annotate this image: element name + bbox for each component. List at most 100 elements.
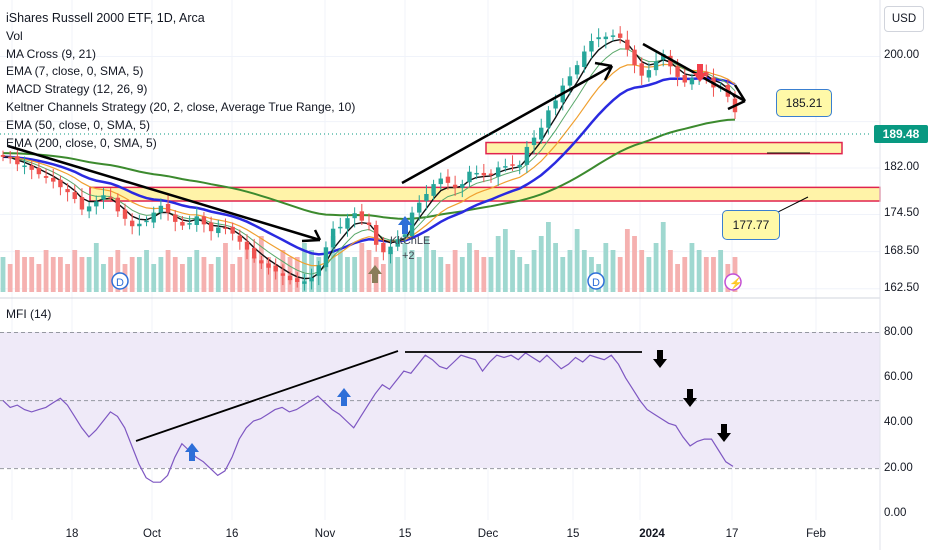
time-tick-label: Dec xyxy=(477,528,499,540)
candle-body xyxy=(36,167,42,175)
mfi-arrow-up-1 xyxy=(185,443,199,461)
candle-body xyxy=(266,263,271,268)
mfi-tick-label: 80.00 xyxy=(884,325,913,338)
volume-bar xyxy=(639,250,645,292)
legend-vol[interactable]: Vol xyxy=(6,28,23,43)
volume-bar xyxy=(136,257,142,292)
price-tick-label: 168.50 xyxy=(884,244,920,257)
zone-lower xyxy=(89,186,881,202)
candle-body xyxy=(287,275,293,281)
volume-bar xyxy=(668,250,673,292)
callout-upper: 185.21 xyxy=(776,89,832,117)
trendline-down-2-head xyxy=(733,84,747,102)
legend-ema-7[interactable]: EMA (7, close, 0, SMA, 5) xyxy=(6,64,144,79)
candle-body xyxy=(424,194,429,201)
candle-body xyxy=(137,223,142,227)
volume-bar xyxy=(223,243,228,292)
candle-body xyxy=(144,220,149,223)
volume-bar xyxy=(388,250,393,292)
volume-bar xyxy=(409,250,415,292)
candle-body xyxy=(7,156,13,159)
legend-ema-200[interactable]: EMA (200, close, 0, SMA, 5) xyxy=(6,135,157,150)
candle-body xyxy=(309,277,314,282)
volume-bar xyxy=(108,257,114,292)
candle-body xyxy=(668,55,673,67)
trendline-down-1 xyxy=(7,144,321,242)
candle-body xyxy=(86,206,92,212)
volume-bar xyxy=(215,257,221,292)
candle-body xyxy=(603,36,609,40)
volume-bar xyxy=(467,243,472,292)
candle-body xyxy=(495,167,501,177)
candle-body xyxy=(625,39,630,50)
volume-bar xyxy=(36,264,42,292)
time-tick-label: 17 xyxy=(725,528,739,540)
volume-bar xyxy=(172,257,178,292)
volume-bar xyxy=(653,243,659,292)
candle-body xyxy=(689,78,695,85)
volume-bar xyxy=(703,257,709,292)
candle-body xyxy=(352,213,357,219)
candle-body xyxy=(617,33,623,38)
legend-ema-50[interactable]: EMA (50, close, 0, SMA, 5) xyxy=(6,117,151,132)
mfi-arrow-down-1 xyxy=(653,350,667,368)
volume-bar xyxy=(22,257,27,292)
candle-body xyxy=(653,61,659,71)
legend-macd-strategy[interactable]: MACD Strategy (12, 26, 9) xyxy=(6,82,148,97)
volume-bar xyxy=(574,229,580,292)
indicator-legend: iShares Russell 2000 ETF, 1D, Arca Vol M… xyxy=(6,10,355,152)
time-tick-label: 15 xyxy=(566,528,580,540)
event-marker-d xyxy=(111,272,129,290)
candle-body xyxy=(0,154,6,157)
volume-bar xyxy=(445,264,451,292)
trendline-down-1-head xyxy=(313,229,322,241)
trendline-up-head-b xyxy=(603,65,614,81)
trendline-down-2 xyxy=(642,42,746,103)
candle-body xyxy=(51,177,56,182)
candle-body xyxy=(94,201,99,207)
volume-bar xyxy=(424,236,429,292)
mfi-trendline-up xyxy=(135,350,399,442)
callout-lower: 177.77 xyxy=(722,210,780,240)
volume-bar xyxy=(452,250,458,292)
candle-body xyxy=(359,211,365,221)
volume-bar xyxy=(524,264,530,292)
candle-body xyxy=(438,178,443,185)
time-tick-label: 18 xyxy=(65,528,79,540)
volume-bar xyxy=(438,257,444,292)
candle-body xyxy=(338,226,343,229)
candle-body xyxy=(22,165,27,168)
mfi-arrow-down-3 xyxy=(717,424,731,442)
mfi-series xyxy=(0,332,880,483)
legend-keltner[interactable]: Keltner Channels Strategy (20, 2, close,… xyxy=(6,99,356,114)
mfi-line xyxy=(2,352,734,483)
mfi-tick-label: 20.00 xyxy=(884,461,913,474)
candle-body xyxy=(230,226,235,234)
volume-bar xyxy=(158,257,164,292)
volume-bar xyxy=(330,236,336,292)
entry-arrow-up xyxy=(368,265,382,283)
legend-ma-cross[interactable]: MA Cross (9, 21) xyxy=(6,46,97,61)
volume-bar xyxy=(352,257,358,292)
event-label-d: D xyxy=(592,277,600,289)
volume-bar xyxy=(646,257,652,292)
volume-bar xyxy=(603,243,609,292)
mfi-pane-label[interactable]: MFI (14) xyxy=(6,307,52,321)
volume-bar xyxy=(115,250,121,292)
candle-body xyxy=(180,221,185,226)
time-tick-label: 16 xyxy=(225,528,239,540)
candle-body xyxy=(474,172,479,175)
currency-button[interactable]: USD xyxy=(884,6,924,32)
volume-bar xyxy=(395,257,401,292)
candle-body xyxy=(567,76,573,86)
candle-body xyxy=(517,164,522,168)
volume-bar xyxy=(79,257,85,292)
candle-body xyxy=(129,220,135,227)
candle-body xyxy=(251,247,257,259)
volume-bar xyxy=(29,257,35,292)
candle-body xyxy=(373,224,379,245)
volume-bar xyxy=(660,222,666,292)
volume-bar xyxy=(689,243,695,292)
candle-body xyxy=(639,63,644,76)
candle-body xyxy=(345,218,350,229)
